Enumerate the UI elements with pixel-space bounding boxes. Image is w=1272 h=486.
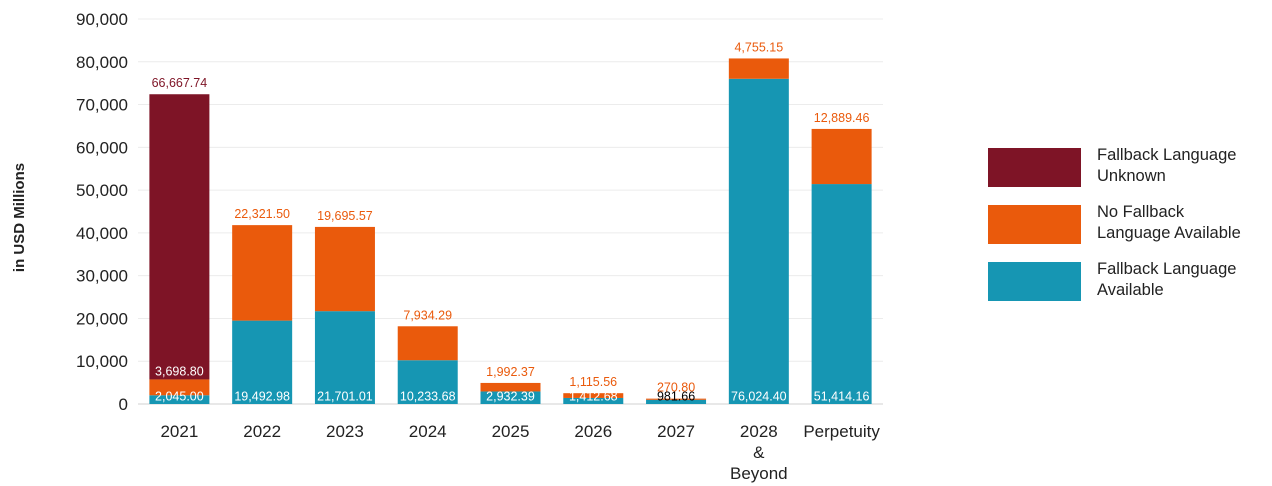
- bar-fallback-language-available-3: [397, 360, 458, 404]
- bar-fallback-language-available-6: [646, 399, 707, 404]
- legend-label-fallback-available: Fallback Language Available: [1097, 260, 1237, 299]
- data-label-no-fallback-0: 3,698.80: [155, 364, 204, 378]
- bar-fallback-language-available-7: [728, 78, 789, 404]
- y-tick-label: 90,000: [76, 10, 128, 29]
- x-tick-label: 2021: [160, 422, 198, 441]
- data-label-no-fallback-8: 12,889.46: [814, 111, 870, 125]
- data-label-available-5: 1,412.68: [569, 390, 618, 404]
- legend-item-fallback-unknown: Fallback Language Unknown: [988, 146, 1272, 205]
- x-tick-label: 2023: [326, 422, 364, 441]
- x-tick-label: 2025: [492, 422, 530, 441]
- legend-item-no-fallback: No Fallback Language Available: [988, 203, 1272, 262]
- data-label-available-0: 2,045.00: [155, 390, 204, 404]
- data-label-no-fallback-7: 4,755.15: [734, 40, 783, 54]
- y-tick-label: 30,000: [76, 267, 128, 286]
- data-label-available-3: 10,233.68: [400, 390, 456, 404]
- data-label-available-8: 51,414.16: [814, 390, 870, 404]
- legend-swatch-fallback-unknown: [988, 148, 1081, 187]
- data-label-no-fallback-1: 22,321.50: [234, 207, 290, 221]
- data-label-no-fallback-6: 270.80: [657, 381, 695, 395]
- y-tick-label: 60,000: [76, 138, 128, 157]
- data-label-no-fallback-3: 7,934.29: [403, 308, 452, 322]
- y-tick-label: 0: [119, 395, 128, 414]
- y-axis-label: in USD Millions: [11, 163, 28, 272]
- bar-fallback-language-available-2: [314, 311, 375, 404]
- bar-no-fallback-language-available-4: [480, 382, 541, 392]
- data-label-available-1: 19,492.98: [234, 390, 290, 404]
- data-label-available-4: 2,932.39: [486, 390, 535, 404]
- y-tick-label: 40,000: [76, 224, 128, 243]
- legend: Fallback Language Unknown No Fallback Lang…: [988, 146, 1272, 319]
- bar-no-fallback-language-available-1: [232, 225, 293, 321]
- data-label-available-2: 21,701.01: [317, 390, 373, 404]
- y-tick-label: 70,000: [76, 96, 128, 115]
- bar-fallback-language-available-5: [563, 397, 624, 404]
- legend-swatch-no-fallback: [988, 205, 1081, 244]
- y-tick-label: 20,000: [76, 309, 128, 328]
- data-label-no-fallback-2: 19,695.57: [317, 209, 373, 223]
- y-tick-label: 10,000: [76, 352, 128, 371]
- bar-no-fallback-language-available-0: [149, 379, 210, 396]
- x-tick-label: 2022: [243, 422, 281, 441]
- legend-label-fallback-unknown: Fallback Language Unknown: [1097, 146, 1237, 185]
- data-label-available-6: 981.66: [657, 390, 695, 404]
- data-label-no-fallback-4: 1,992.37: [486, 365, 535, 379]
- bar-no-fallback-language-available-3: [397, 326, 458, 361]
- y-tick-label: 50,000: [76, 181, 128, 200]
- bar-fallback-language-available-0: [149, 395, 210, 404]
- bar-no-fallback-language-available-2: [314, 226, 375, 312]
- x-tick-label: Perpetuity: [803, 422, 880, 441]
- legend-item-fallback-available: Fallback Language Available: [988, 260, 1272, 319]
- x-tick-label: 2024: [409, 422, 447, 441]
- bar-fallback-language-available-8: [811, 184, 872, 404]
- legend-label-no-fallback: No Fallback Language Available: [1097, 203, 1241, 242]
- data-label-unknown-0: 66,667.74: [152, 76, 208, 90]
- x-tick-label: Beyond: [730, 464, 788, 483]
- data-label-no-fallback-5: 1,115.56: [569, 375, 617, 389]
- legend-swatch-fallback-available: [988, 262, 1081, 301]
- bar-fallback-language-available-1: [232, 320, 293, 404]
- bar-no-fallback-language-available-6: [646, 398, 707, 400]
- x-tick-label: 2028: [740, 422, 778, 441]
- bar-fallback-language-unknown-0: [149, 94, 210, 380]
- bar-no-fallback-language-available-5: [563, 393, 624, 398]
- bar-no-fallback-language-available-8: [811, 128, 872, 185]
- x-tick-label: 2026: [574, 422, 612, 441]
- data-label-available-7: 76,024.40: [731, 390, 787, 404]
- y-tick-label: 80,000: [76, 53, 128, 72]
- bar-no-fallback-language-available-7: [728, 58, 789, 79]
- bar-fallback-language-available-4: [480, 391, 541, 404]
- x-tick-label: 2027: [657, 422, 695, 441]
- x-tick-label: &: [753, 443, 765, 462]
